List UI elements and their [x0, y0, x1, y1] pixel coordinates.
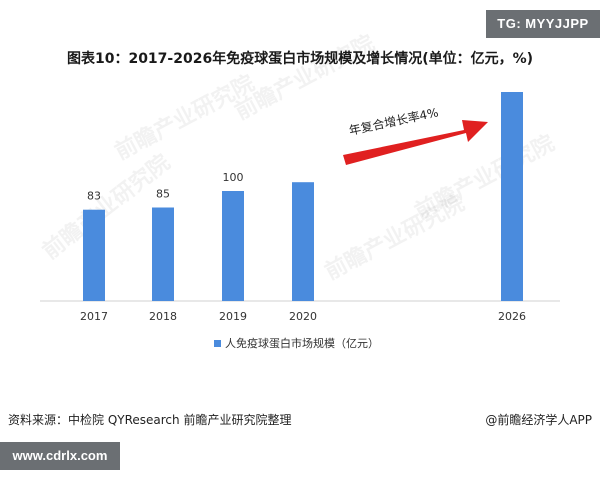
legend: 人免疫球蛋白市场规模（亿元）	[214, 336, 379, 350]
watermark-text: 前瞻产业研究院	[411, 130, 559, 225]
bar-2019	[222, 191, 244, 301]
data-label-2017: 83	[87, 190, 101, 203]
credit-note: @前瞻经济学人APP	[485, 413, 592, 427]
chart-title: 图表10：2017-2026年免疫球蛋白市场规模及增长情况(单位：亿元，%)	[66, 51, 534, 67]
bars	[83, 92, 523, 301]
legend-swatch	[214, 340, 221, 347]
x-tick-2020: 2020	[289, 310, 317, 323]
bar-2017	[83, 209, 105, 301]
arrow-shape	[343, 120, 488, 165]
bar-2018	[152, 207, 174, 301]
url-badge: www.cdrlx.com	[0, 442, 120, 470]
bar-2026	[501, 92, 523, 301]
data-labels: 83 85 100	[87, 171, 244, 203]
watermark-text: 前瞻产业研究院	[231, 30, 379, 125]
x-tick-2018: 2018	[149, 310, 177, 323]
x-tick-2019: 2019	[219, 310, 247, 323]
legend-label: 人免疫球蛋白市场规模（亿元）	[225, 336, 379, 350]
x-tick-2017: 2017	[80, 310, 108, 323]
watermark-text: 前瞻产业研究院	[111, 70, 259, 165]
source-note: 资料来源：中检院 QYResearch 前瞻产业研究院整理	[8, 413, 292, 427]
data-label-2018: 85	[156, 188, 170, 201]
growth-arrow	[343, 120, 488, 165]
growth-annotation: 年复合增长率4%	[348, 104, 440, 138]
x-tick-labels: 2017 2018 2019 2020 2026	[80, 310, 526, 323]
tag-badge: TG: MYYJJPP	[486, 10, 600, 38]
data-label-2019: 100	[223, 171, 244, 184]
x-tick-2026: 2026	[498, 310, 526, 323]
bar-2020	[292, 182, 314, 301]
